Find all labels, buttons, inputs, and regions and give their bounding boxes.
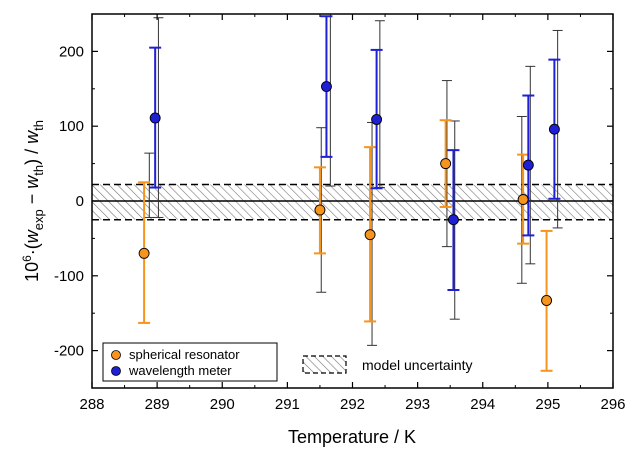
x-tick-label-0: 288 <box>79 396 104 413</box>
data-point-s0-4 <box>517 194 529 205</box>
legend-band-label: model uncertainty <box>362 357 473 373</box>
data-point-s1-4 <box>522 159 534 171</box>
x-tick-label-8: 296 <box>600 396 625 413</box>
y-tick-label-2: 0 <box>76 193 84 210</box>
x-tick-label-3: 291 <box>275 396 300 413</box>
model-uncertainty-band-layer <box>92 183 613 221</box>
data-point-s0-1 <box>314 204 326 216</box>
legend-marker-wavelength-meter <box>111 366 121 376</box>
x-tick-label-2: 290 <box>210 396 235 413</box>
legend-band: model uncertainty <box>302 355 473 374</box>
x-tick-label-4: 292 <box>340 396 365 413</box>
axis-ticks-layer: 288 289 290 291 292 293 294 295 296 -200 -100 0 100 2… <box>54 13 625 413</box>
x-tick-label-6: 294 <box>470 396 495 413</box>
legend-label-spherical-resonator: spherical resonator <box>129 347 240 362</box>
x-tick-label-1: 289 <box>145 396 170 413</box>
data-point-s1-1 <box>321 81 332 93</box>
legend-points: spherical resonator wavelength meter <box>102 342 278 382</box>
data-point-s1-5 <box>548 123 560 135</box>
x-axis-title: Temperature / K <box>288 427 416 447</box>
legend-band-swatch <box>302 355 347 374</box>
y-tick-label-0: -200 <box>54 343 84 360</box>
data-point-s0-0 <box>138 247 150 259</box>
legend-label-wavelength-meter: wavelength meter <box>128 363 232 378</box>
data-point-s0-3 <box>440 158 452 170</box>
y-axis-title: 106·(wexp − wth) / wth <box>20 120 46 282</box>
data-point-s1-3 <box>447 214 459 226</box>
model-uncertainty-band <box>92 184 613 220</box>
data-point-s0-2 <box>364 229 376 241</box>
data-point-s1-0 <box>149 112 161 124</box>
legend-box <box>102 342 278 382</box>
y-tick-label-4: 200 <box>59 43 84 60</box>
data-points-layer <box>138 81 560 306</box>
y-tick-label-3: 100 <box>59 118 84 135</box>
x-tick-label-5: 293 <box>405 396 430 413</box>
legend-marker-spherical-resonator <box>111 350 121 360</box>
y-tick-label-1: -100 <box>54 268 84 285</box>
data-point-s0-5 <box>541 295 553 306</box>
data-point-s1-2 <box>371 114 383 125</box>
x-tick-label-7: 295 <box>535 396 560 413</box>
